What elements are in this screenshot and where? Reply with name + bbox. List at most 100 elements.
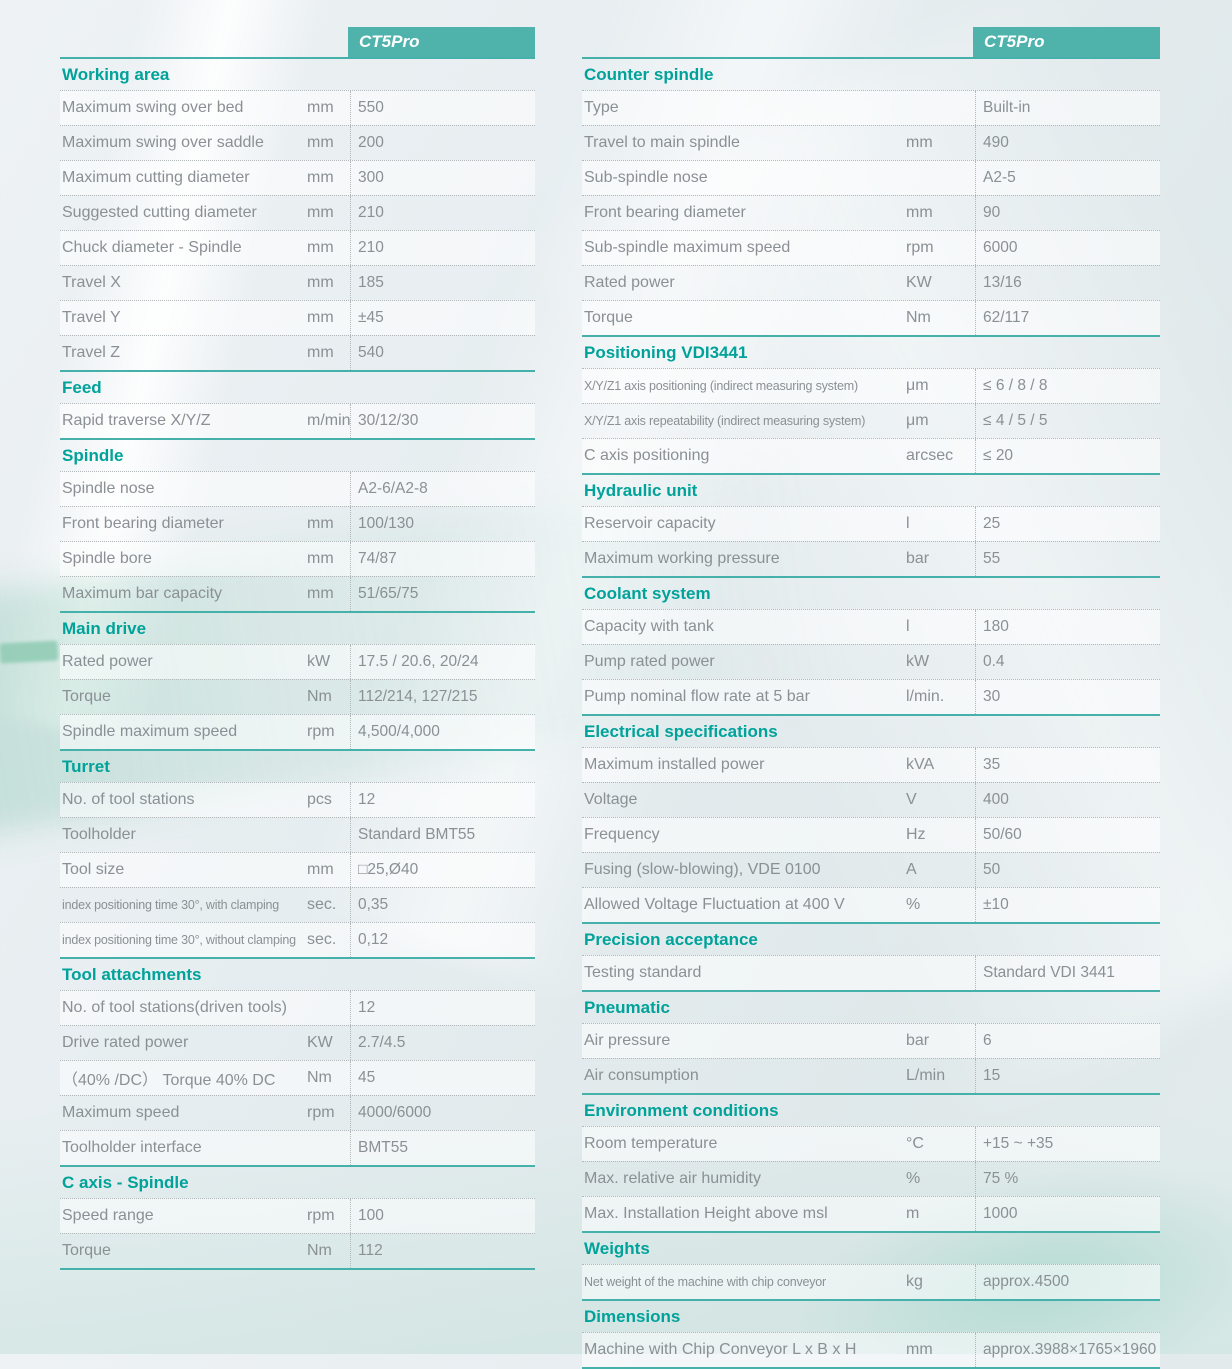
section-title: Hydraulic unit (584, 480, 698, 500)
spec-unit: arcsec (906, 447, 954, 464)
spec-unit: bar (906, 550, 930, 567)
spec-value: 50 (975, 853, 1160, 887)
spec-section: Coolant system Capacity with tank l 180 Pump… (582, 578, 1160, 716)
section-rows: X/Y/Z1 axis positioning (indirect measur… (582, 368, 1160, 473)
section-title: Positioning VDI3441 (584, 342, 748, 362)
spec-value: 51/65/75 (350, 577, 535, 611)
spec-value: 210 (350, 196, 535, 230)
spec-label: Fusing (slow-blowing), VDE 0100 (584, 861, 821, 878)
spec-label: Net weight of the machine with chip conv… (584, 1275, 827, 1289)
section-rows: Maximum swing over bed mm 550 Maximum swing… (60, 90, 535, 370)
spec-unit: mm (307, 309, 334, 326)
spec-row: Torque Nm 62/117 (582, 300, 1160, 335)
spec-unit: μm (906, 412, 929, 429)
spec-row: Torque Nm 112/214, 127/215 (60, 679, 535, 714)
spec-row: Rated power KW 13/16 (582, 265, 1160, 300)
spec-value: 45 (350, 1061, 535, 1095)
spec-label: No. of tool stations(driven tools) (62, 999, 287, 1016)
spec-unit: mm (307, 204, 334, 221)
spec-label: Maximum swing over bed (62, 99, 244, 116)
spec-unit: mm (307, 861, 334, 878)
spec-unit: sec. (307, 931, 337, 948)
spec-unit (307, 472, 350, 506)
spec-value: 30/12/30 (350, 404, 535, 438)
spec-label: Maximum cutting diameter (62, 169, 250, 186)
column-header: CT5Pro (60, 25, 535, 59)
spec-value: 35 (975, 748, 1160, 782)
background-green-accent (0, 640, 59, 664)
spec-unit: mm (307, 344, 334, 361)
spec-label: Tool size (62, 861, 125, 878)
spec-row: Front bearing diameter mm 100/130 (60, 506, 535, 541)
spec-label: Maximum swing over saddle (62, 134, 264, 151)
spec-unit: mm (307, 239, 334, 256)
spec-value: 300 (350, 161, 535, 195)
section-rows: Type Built-in Travel to main spindle mm 490 S… (582, 90, 1160, 335)
section-title: Feed (62, 377, 102, 397)
spec-label: Chuck diameter - Spindle (62, 239, 242, 256)
spec-row: Suggested cutting diameter mm 210 (60, 195, 535, 230)
spec-row: Travel to main spindle mm 490 (582, 125, 1160, 160)
section-rows: No. of tool stations pcs 12 Toolholder Stand… (60, 782, 535, 957)
spec-value: 4000/6000 (350, 1096, 535, 1130)
spec-row: （40% /DC） Torque 40% DC Nm 45 (60, 1060, 535, 1095)
spec-row: Rapid traverse X/Y/Z m/min 30/12/30 (60, 403, 535, 438)
section-rows: Spindle nose A2-6/A2-8 Front bearing diame… (60, 471, 535, 611)
spec-row: Travel X mm 185 (60, 265, 535, 300)
spec-label: Max. Installation Height above msl (584, 1205, 828, 1222)
spec-unit: mm (307, 169, 334, 186)
spec-row: C axis positioning arcsec ≤ 20 (582, 438, 1160, 473)
spec-unit: sec. (307, 896, 337, 913)
spec-row: Chuck diameter - Spindle mm 210 (60, 230, 535, 265)
spec-unit: Nm (307, 1242, 332, 1259)
spec-unit: Nm (906, 309, 931, 326)
spec-value: approx.3988×1765×1960 (975, 1333, 1160, 1367)
spec-row: Speed range rpm 100 (60, 1198, 535, 1233)
spec-unit: KW (906, 274, 932, 291)
section-title: C axis - Spindle (62, 1172, 189, 1192)
spec-value: 490 (975, 126, 1160, 160)
spec-value: 0,12 (350, 923, 535, 957)
spec-label: Sub-spindle nose (584, 169, 708, 186)
spec-unit: mm (307, 515, 334, 532)
spec-value: ≤ 4 / 5 / 5 (975, 404, 1160, 438)
spec-section: Turret No. of tool stations pcs 12 Toolholde… (60, 751, 535, 959)
section-rows: Machine with Chip Conveyor L x B x H mm ap… (582, 1332, 1160, 1367)
section-title: Pneumatic (584, 997, 670, 1017)
spec-label: Maximum bar capacity (62, 585, 223, 602)
spec-label: Rated power (62, 653, 153, 670)
spec-unit (906, 161, 975, 195)
spec-label: Room temperature (584, 1135, 718, 1152)
spec-label: Maximum installed power (584, 756, 765, 773)
spec-section: Precision acceptance Testing standard Stan… (582, 924, 1160, 992)
spec-section: Main drive Rated power kW 17.5 / 20.6, 20/2… (60, 613, 535, 751)
spec-unit: rpm (906, 239, 934, 256)
spec-row: No. of tool stations(driven tools) 12 (60, 990, 535, 1025)
spec-row: Air consumption L/min 15 (582, 1058, 1160, 1093)
spec-value: 6 (975, 1024, 1160, 1058)
spec-value: 12 (350, 991, 535, 1025)
spec-value: 100/130 (350, 507, 535, 541)
spec-value: 62/117 (975, 301, 1160, 335)
spec-row: Sub-spindle nose A2-5 (582, 160, 1160, 195)
spec-row: Maximum swing over saddle mm 200 (60, 125, 535, 160)
spec-label: Spindle nose (62, 480, 155, 497)
spec-label: Machine with Chip Conveyor L x B x H (584, 1341, 857, 1358)
spec-label: Travel Y (62, 309, 121, 326)
spec-unit: l/min. (906, 688, 945, 705)
spec-unit: V (906, 791, 917, 808)
spec-label: Capacity with tank (584, 618, 714, 635)
spec-value: 90 (975, 196, 1160, 230)
spec-value: 180 (975, 610, 1160, 644)
spec-value: +15 ~ +35 (975, 1127, 1160, 1161)
left-spec-table: CT5Pro Working area Maximum swing over bed… (60, 25, 535, 1270)
spec-value: 12 (350, 783, 535, 817)
spec-row: Toolholder Standard BMT55 (60, 817, 535, 852)
spec-value: 112 (350, 1234, 535, 1268)
spec-section: Dimensions Machine with Chip Conveyor L x… (582, 1301, 1160, 1369)
spec-label: Travel Z (62, 344, 121, 361)
spec-label: Pump rated power (584, 653, 715, 670)
spec-value: 210 (350, 231, 535, 265)
section-rows: No. of tool stations(driven tools) 12 Driv… (60, 990, 535, 1165)
spec-value: BMT55 (350, 1131, 535, 1165)
